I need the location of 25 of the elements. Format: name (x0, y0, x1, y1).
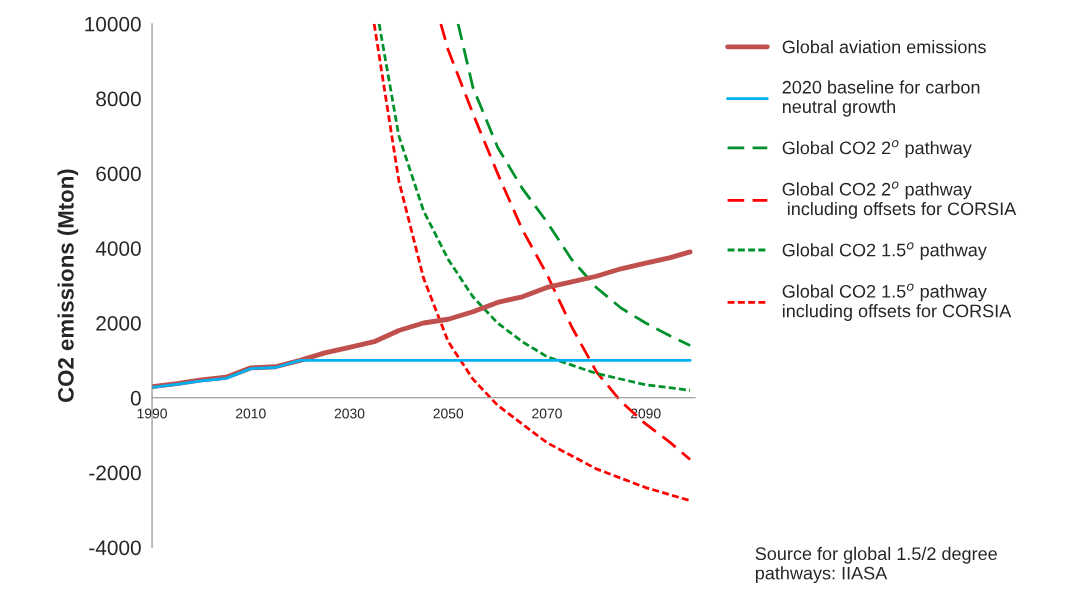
x-tick-label: 2070 (532, 408, 562, 419)
legend-label: 2020 baseline for carbon neutral growth (782, 80, 980, 117)
x-tick-label: 2010 (236, 408, 266, 419)
line-series (152, 359, 692, 389)
y-tick-label: 2000 (96, 316, 141, 331)
line-series (377, 23, 692, 392)
y-axis-title: CO2 emissions (Mton) (57, 169, 79, 402)
x-tick-label: 2050 (433, 408, 464, 419)
legend-label: Global CO2 2$^{o}$ pathway including offsets for CORSIA (782, 181, 1017, 219)
legend-label: Global aviation emissions (782, 40, 986, 54)
y-tick-label: 0 (130, 390, 141, 406)
y-tick-label: -4000 (89, 540, 141, 556)
y-tick-label: 10000 (85, 16, 141, 32)
y-tick-label: 6000 (96, 166, 141, 182)
line-series (372, 23, 692, 503)
legend-label: Global CO2 2$^{o}$ pathway (782, 140, 972, 158)
y-tick-label: 4000 (95, 241, 141, 256)
y-tick-label: 8000 (96, 91, 141, 107)
y-tick-label: -2000 (89, 465, 141, 481)
line-series (456, 23, 692, 347)
x-tick-label: 2030 (334, 408, 365, 419)
x-tick-label: 1990 (137, 408, 167, 419)
legend-label: Global CO2 1.5$^{o}$ pathway including offsets for CORSIA (782, 283, 1012, 321)
legend-label: Global CO2 1.5$^{o}$ pathway (782, 242, 987, 260)
source-note: Source for global 1.5/2 degree pathways: IIASA (755, 546, 997, 584)
